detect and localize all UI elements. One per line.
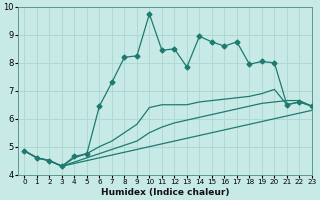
X-axis label: Humidex (Indice chaleur): Humidex (Indice chaleur) [101,188,229,197]
